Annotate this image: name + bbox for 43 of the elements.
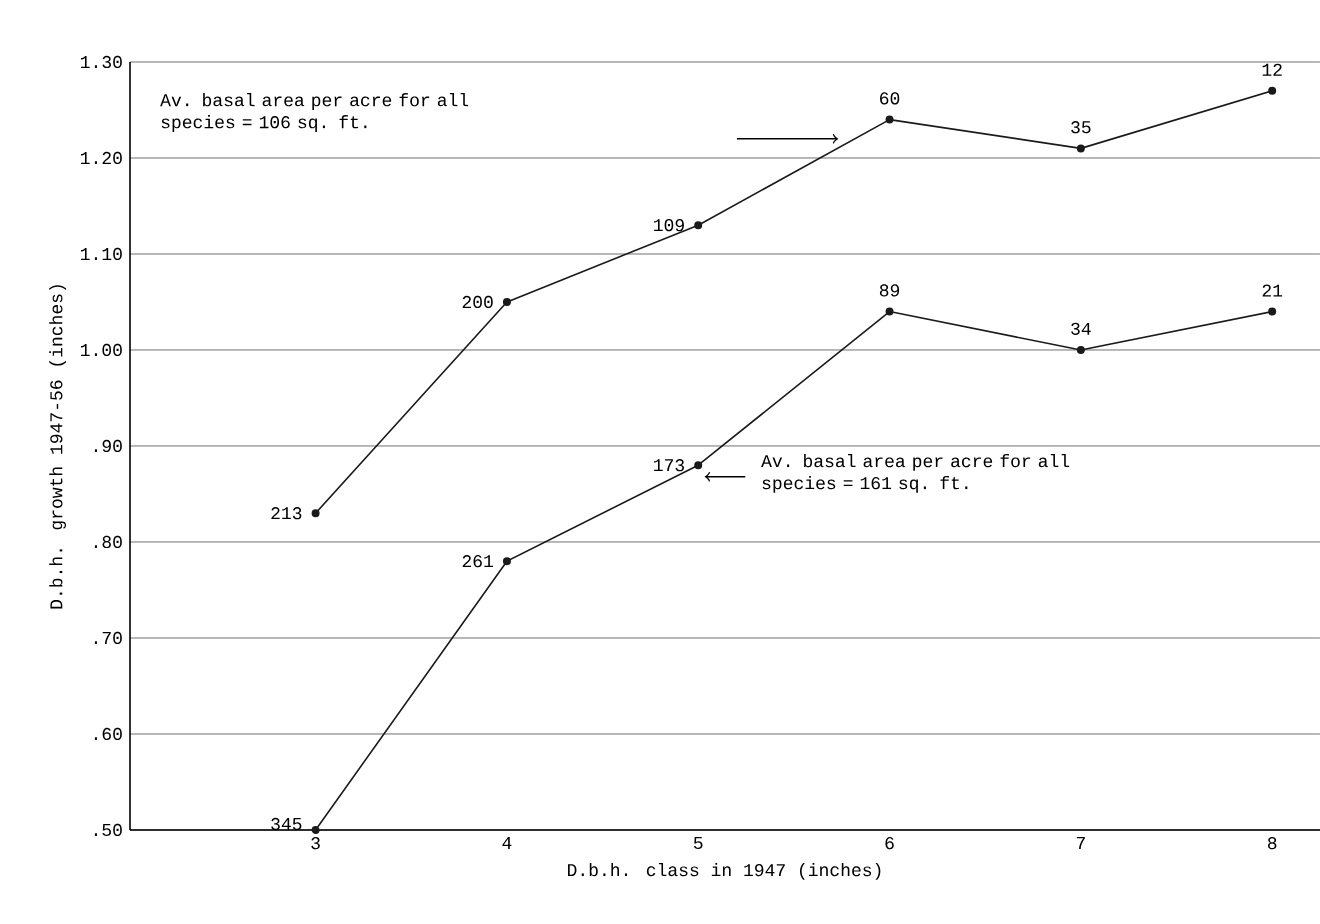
y-tick-label: .80	[94, 535, 122, 549]
annotation: 34	[1071, 322, 1091, 335]
y-tick-label: .90	[94, 439, 122, 453]
x-tick-label: 7	[1076, 837, 1085, 849]
y-axis-title: D.b.h. growth 1947-56 (inches)	[49, 285, 66, 609]
annotation: 261	[462, 555, 493, 568]
annotation: 21	[1262, 284, 1283, 297]
point	[311, 825, 320, 834]
annotation: 89	[879, 284, 900, 297]
x-tick-label: 8	[1267, 837, 1277, 850]
x-tick-label: 5	[693, 837, 703, 850]
point	[1268, 307, 1277, 316]
x-tick-label: 6	[885, 837, 894, 850]
x-tick-label: 4	[502, 837, 512, 849]
y-tick-label: .60	[94, 727, 122, 741]
annotation: 173	[654, 459, 685, 472]
annotation: 109	[654, 219, 684, 232]
point	[885, 307, 894, 316]
annotation: 12	[1262, 63, 1282, 76]
point	[502, 557, 511, 566]
point	[311, 509, 320, 518]
annotation: 35	[1071, 121, 1091, 134]
x-axis-title: D.b.h. class in 1947 (inches)	[568, 862, 881, 880]
y-tick-label: .50	[94, 823, 122, 837]
annotation: Av. basal area per acre for all species = 161 sq. ft.	[761, 454, 1070, 493]
point	[502, 297, 511, 306]
point	[694, 461, 703, 470]
y-tick-label: 1.10	[81, 247, 122, 261]
point	[1076, 144, 1085, 153]
point	[1268, 86, 1277, 95]
point	[694, 221, 703, 230]
y-tick-label: .70	[94, 631, 122, 645]
annotation: 60	[880, 92, 900, 105]
point	[885, 115, 894, 124]
annotation: 200	[462, 295, 493, 309]
annotation: 345	[271, 817, 302, 831]
y-tick-label: 1.30	[81, 55, 122, 69]
y-tick-label: 1.20	[81, 151, 122, 165]
point	[1076, 345, 1085, 354]
x-tick-label: 3	[311, 837, 320, 850]
annotation: 213	[271, 507, 302, 520]
y-tick-label: 1.00	[81, 343, 122, 357]
annotation: Av. basal area per acre for all species = 106 sq. ft.	[160, 93, 469, 132]
